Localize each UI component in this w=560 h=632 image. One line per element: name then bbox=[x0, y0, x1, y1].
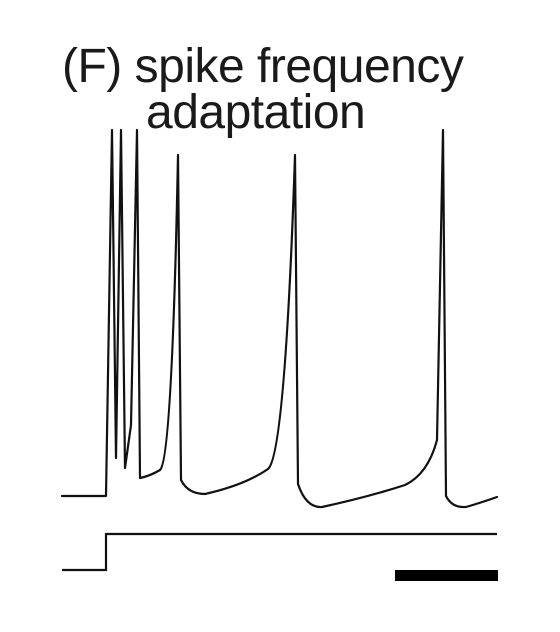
title-line-1: spike frequency bbox=[134, 40, 464, 93]
current-step-trace bbox=[62, 532, 497, 572]
voltage-trace bbox=[60, 128, 499, 509]
panel-title: (F) spike frequency adaptation bbox=[62, 43, 464, 139]
time-scale-bar bbox=[395, 570, 498, 581]
title-line-2: adaptation bbox=[146, 86, 366, 139]
panel-label: (F) bbox=[62, 40, 122, 93]
